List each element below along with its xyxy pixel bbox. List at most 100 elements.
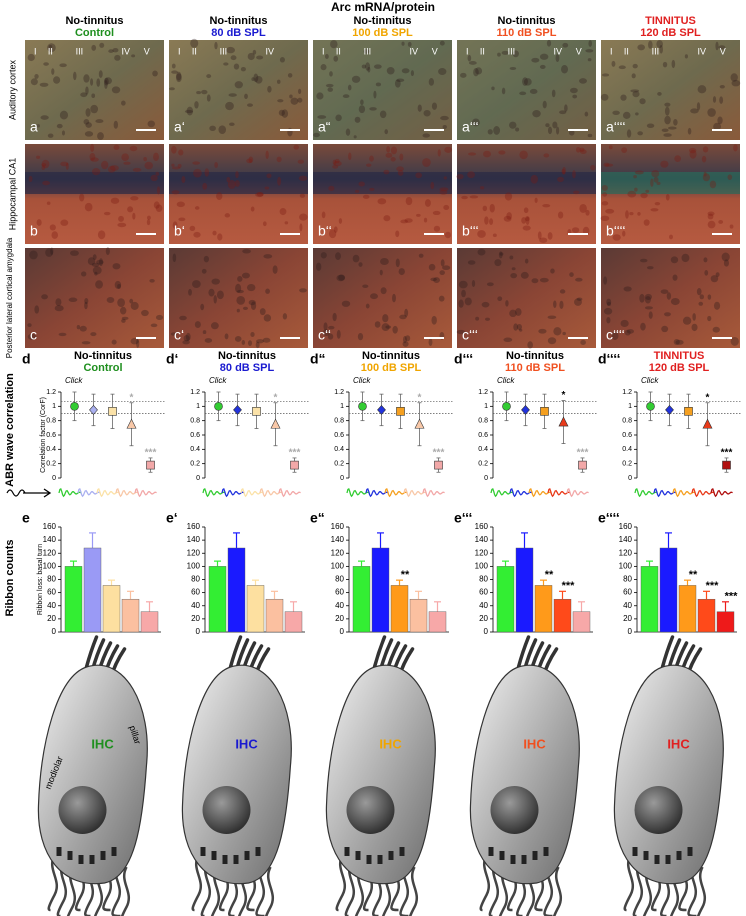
texture xyxy=(727,174,733,180)
texture xyxy=(590,164,596,171)
texture xyxy=(634,170,644,175)
texture xyxy=(91,93,96,98)
texture xyxy=(574,298,582,306)
texture xyxy=(564,104,568,112)
texture xyxy=(185,332,191,341)
texture xyxy=(332,312,337,322)
texture xyxy=(415,172,422,179)
texture xyxy=(398,268,405,276)
texture xyxy=(117,298,125,308)
panel-label: c‘‘‘‘ xyxy=(606,327,625,343)
annotation: Click xyxy=(641,376,659,385)
texture xyxy=(347,84,352,91)
texture xyxy=(352,254,360,263)
y-tick-label: 120 xyxy=(475,548,489,557)
texture xyxy=(330,40,338,49)
layer-label: V xyxy=(144,46,150,56)
texture xyxy=(555,126,560,135)
texture xyxy=(279,57,285,63)
texture xyxy=(703,171,707,177)
panel-label: e‘‘‘‘ xyxy=(598,510,620,526)
panel-label: a‘ xyxy=(174,119,185,135)
texture xyxy=(661,128,669,132)
group-label: Ribbon counts xyxy=(4,540,16,617)
row-label: Auditory cortex xyxy=(7,59,17,120)
texture xyxy=(689,147,697,154)
texture xyxy=(342,94,350,99)
texture xyxy=(516,324,522,330)
texture xyxy=(194,206,200,210)
y-tick-label: 0.2 xyxy=(334,461,344,468)
nerve-fiber xyxy=(47,854,58,912)
synapse xyxy=(665,855,671,864)
texture xyxy=(497,52,501,57)
texture xyxy=(423,217,428,223)
texture xyxy=(542,203,551,208)
texture xyxy=(689,149,697,159)
texture xyxy=(612,110,620,115)
texture xyxy=(48,44,53,49)
texture xyxy=(336,329,341,339)
bar xyxy=(428,611,447,633)
texture xyxy=(40,115,49,120)
texture xyxy=(422,158,431,167)
nucleus xyxy=(58,786,107,834)
y-tick-label: 140 xyxy=(619,535,633,544)
y-tick-label: 0.4 xyxy=(622,446,632,453)
texture xyxy=(509,255,514,260)
column-condition: 120 dB SPL xyxy=(640,27,701,39)
point xyxy=(646,402,655,411)
texture xyxy=(468,152,477,156)
texture xyxy=(721,252,730,262)
texture xyxy=(375,82,382,87)
texture xyxy=(380,287,387,295)
y-tick-label: 0.4 xyxy=(334,446,344,453)
y-tick-label: 1 xyxy=(52,403,56,410)
synapse xyxy=(676,851,682,860)
texture xyxy=(469,195,479,199)
texture xyxy=(65,162,69,170)
texture xyxy=(194,101,199,109)
texture xyxy=(90,332,97,337)
panel-label: e‘‘‘ xyxy=(454,510,472,526)
texture xyxy=(298,175,308,181)
texture xyxy=(456,173,464,180)
texture xyxy=(606,298,612,306)
point xyxy=(358,402,367,411)
texture xyxy=(707,294,712,300)
texture xyxy=(471,279,476,288)
texture xyxy=(559,289,566,294)
texture xyxy=(112,47,119,53)
stereocilia xyxy=(84,635,99,669)
cell-body xyxy=(469,664,580,885)
y-tick-label: 0 xyxy=(484,627,489,636)
texture xyxy=(402,336,407,344)
tint xyxy=(313,40,452,140)
chart-subtitle: 80 dB SPL xyxy=(220,362,275,374)
texture xyxy=(601,185,608,191)
texture xyxy=(432,210,441,216)
texture xyxy=(272,265,278,274)
texture xyxy=(212,230,217,236)
point xyxy=(502,402,511,411)
y-tick-label: 100 xyxy=(331,561,345,570)
texture xyxy=(262,337,271,343)
texture xyxy=(579,78,587,84)
texture xyxy=(367,66,371,73)
texture xyxy=(255,341,260,349)
texture xyxy=(555,54,560,63)
texture xyxy=(640,258,648,263)
texture xyxy=(214,41,218,50)
texture xyxy=(90,78,94,86)
texture xyxy=(571,227,580,233)
texture xyxy=(39,82,49,87)
texture xyxy=(547,315,557,320)
y-axis-label: Correlation factor (CorF) xyxy=(40,397,47,473)
texture xyxy=(635,112,639,116)
texture xyxy=(545,123,550,128)
texture xyxy=(509,309,517,318)
texture xyxy=(112,263,121,270)
texture xyxy=(89,152,96,161)
texture xyxy=(171,163,175,167)
texture xyxy=(392,293,396,303)
